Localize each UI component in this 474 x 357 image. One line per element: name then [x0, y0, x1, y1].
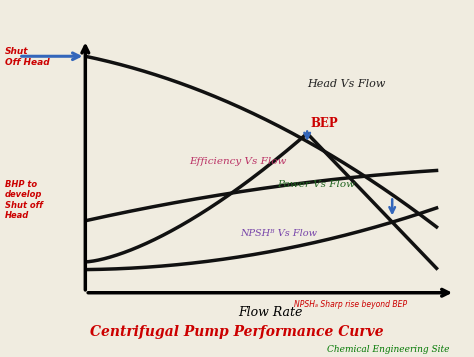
Text: NPSHₐ Sharp rise beyond BEP: NPSHₐ Sharp rise beyond BEP — [294, 300, 407, 309]
Text: Head Vs Flow: Head Vs Flow — [307, 79, 385, 89]
Text: Chemical Engineering Site: Chemical Engineering Site — [328, 345, 450, 355]
Text: Shut
Off Head: Shut Off Head — [5, 47, 49, 67]
Text: Centrifugal Pump Performance Curve: Centrifugal Pump Performance Curve — [90, 325, 384, 339]
Text: NPSHᴮ Vs Flow: NPSHᴮ Vs Flow — [241, 229, 318, 238]
Text: Efficiency Vs Flow: Efficiency Vs Flow — [189, 157, 286, 166]
Text: BHP to
develop
Shut off
Head: BHP to develop Shut off Head — [5, 180, 43, 220]
Text: Power Vs Flow: Power Vs Flow — [278, 180, 356, 189]
Text: BEP: BEP — [311, 117, 338, 130]
Text: Flow Rate: Flow Rate — [238, 306, 302, 319]
